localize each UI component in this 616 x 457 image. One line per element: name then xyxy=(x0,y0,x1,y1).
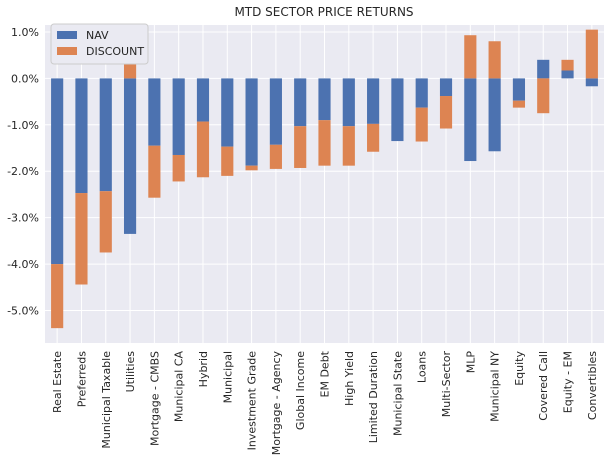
bars xyxy=(51,29,598,329)
y-tick-label: -3.0% xyxy=(7,212,39,225)
x-tick-label: Multi-Sector xyxy=(440,351,453,418)
x-axis-ticks: Real Estate Preferreds Municipal Taxable Ut… xyxy=(51,350,599,455)
x-tick-label: Municipal Taxable xyxy=(100,351,113,449)
bar-discount xyxy=(488,41,501,79)
bar-discount xyxy=(318,120,331,166)
bar-nav xyxy=(391,78,404,142)
x-tick-label: Equity - EM xyxy=(562,351,575,413)
x-tick-label: Utilities xyxy=(124,351,137,393)
bar-discount xyxy=(75,193,88,285)
bar-discount xyxy=(294,126,307,168)
bar-discount xyxy=(367,123,380,152)
legend: NAV DISCOUNT xyxy=(50,23,149,65)
x-tick-label: Equity xyxy=(513,351,526,386)
bar-nav xyxy=(245,78,258,166)
bar-nav xyxy=(342,78,355,127)
y-tick-label: -5.0% xyxy=(7,305,39,318)
bar-discount xyxy=(245,165,258,171)
bar-discount xyxy=(269,144,282,169)
bar-nav xyxy=(367,78,380,124)
bar-nav xyxy=(464,78,477,162)
bar-discount xyxy=(196,121,210,178)
bar-nav xyxy=(148,78,161,146)
y-tick-label: 1.0% xyxy=(11,26,39,39)
y-tick-label: -1.0% xyxy=(7,119,39,132)
bar-nav xyxy=(561,70,574,79)
x-tick-label: Limited Duration xyxy=(367,351,380,443)
bar-discount xyxy=(537,78,550,114)
bar-discount xyxy=(512,100,526,108)
bar-discount xyxy=(585,29,598,79)
bar-nav xyxy=(537,59,550,79)
bar-nav xyxy=(172,78,185,155)
x-tick-label: Covered Call xyxy=(537,351,550,421)
x-tick-label: Municipal NY xyxy=(489,351,502,422)
legend-swatch-discount xyxy=(57,47,77,55)
bar-nav xyxy=(294,78,307,127)
x-tick-label: Municipal CA xyxy=(173,351,186,423)
bar-nav xyxy=(123,78,137,234)
x-tick-label: MLP xyxy=(464,351,477,374)
bar-discount xyxy=(342,126,355,166)
legend-label-nav: NAV xyxy=(86,29,109,42)
legend-swatch-nav xyxy=(57,31,77,39)
y-axis-ticks: 1.0% 0.0% -1.0% -2.0% -3.0% -4.0% -5.0% xyxy=(7,26,39,318)
bar-nav xyxy=(439,78,453,97)
x-tick-label: High Yield xyxy=(343,351,356,406)
x-tick-label: Municipal State xyxy=(391,351,404,436)
bar-nav xyxy=(221,78,234,147)
bar-discount xyxy=(148,145,161,198)
bar-nav xyxy=(269,78,282,145)
y-tick-label: -4.0% xyxy=(7,258,39,271)
bar-discount xyxy=(221,146,234,176)
legend-label-discount: DISCOUNT xyxy=(86,45,144,58)
x-tick-label: Convertibles xyxy=(586,351,599,420)
y-tick-label: 0.0% xyxy=(11,72,39,85)
x-tick-label: Mortgage - Agency xyxy=(270,351,283,456)
x-tick-label: Global Income xyxy=(294,351,307,430)
bar-nav xyxy=(318,78,331,121)
x-tick-label: Municipal xyxy=(221,351,234,403)
chart-title: MTD SECTOR PRICE RETURNS xyxy=(234,5,413,19)
bar-discount xyxy=(439,96,453,129)
bar-nav xyxy=(585,78,598,87)
x-tick-label: Mortgage - CMBS xyxy=(148,351,161,446)
x-tick-label: EM Debt xyxy=(319,350,332,397)
bar-nav xyxy=(75,78,88,194)
bar-discount xyxy=(561,59,574,71)
bar-discount xyxy=(99,191,112,253)
bar-discount xyxy=(51,264,64,329)
bar-nav xyxy=(51,78,64,265)
bar-discount xyxy=(464,35,477,79)
x-tick-label: Loans xyxy=(416,351,429,383)
x-tick-label: Hybrid xyxy=(197,351,210,387)
x-tick-label: Investment Grade xyxy=(246,351,259,451)
bar-nav xyxy=(488,78,501,152)
bar-nav xyxy=(512,78,526,101)
bar-discount xyxy=(172,154,185,182)
y-tick-label: -2.0% xyxy=(7,165,39,178)
bar-nav xyxy=(196,78,210,122)
bar-nav xyxy=(415,78,428,108)
x-tick-label: Preferreds xyxy=(75,351,88,407)
x-tick-label: Real Estate xyxy=(51,351,64,413)
bar-nav xyxy=(99,78,112,192)
bar-discount xyxy=(415,107,428,142)
